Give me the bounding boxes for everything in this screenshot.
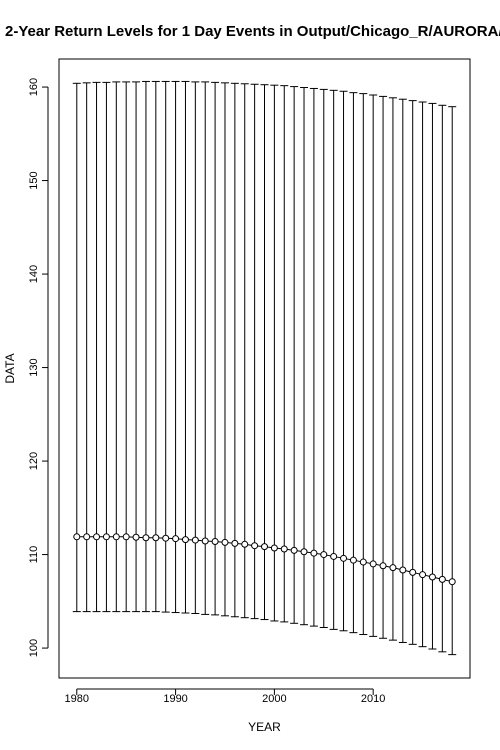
data-point [330, 552, 338, 560]
data-point [438, 575, 446, 583]
data-point [310, 549, 318, 557]
y-tick-label: 130 [28, 358, 40, 376]
x-tick-label: 1990 [163, 693, 187, 705]
data-point [448, 578, 456, 586]
series-marks [72, 80, 457, 656]
data-point [409, 568, 417, 576]
y-axis-label: DATA [3, 353, 17, 383]
data-point [181, 536, 189, 544]
y-axis: 100 110 120 130 140 150 160 [28, 78, 49, 657]
chart-title: 2-Year Return Levels for 1 Day Events in… [5, 23, 500, 40]
data-point [280, 545, 288, 553]
data-point [270, 544, 278, 552]
data-point [102, 533, 110, 541]
data-point [162, 534, 170, 542]
data-point [152, 534, 160, 542]
data-point [379, 562, 387, 570]
data-point [320, 551, 328, 559]
data-point [112, 533, 120, 541]
plot-frame [58, 58, 471, 679]
data-point [369, 560, 377, 568]
data-point [419, 571, 427, 579]
y-tick-label: 140 [28, 265, 40, 283]
data-point [211, 537, 219, 545]
x-tick-label: 2000 [262, 693, 286, 705]
data-point [300, 548, 308, 556]
x-axis-label: YEAR [248, 720, 281, 734]
data-point [251, 542, 259, 550]
data-point [241, 540, 249, 548]
data-point [290, 546, 298, 554]
data-point [340, 554, 348, 562]
x-axis: 1980 1990 2000 2010 [65, 688, 385, 705]
y-tick-label: 150 [28, 171, 40, 189]
data-point [83, 533, 91, 541]
y-tick-label: 100 [28, 639, 40, 657]
data-point [191, 536, 199, 544]
data-point [221, 538, 229, 546]
y-tick-label: 110 [28, 546, 40, 564]
data-point [132, 533, 140, 541]
data-point [389, 564, 397, 572]
data-point [93, 533, 101, 541]
data-point [122, 533, 130, 541]
data-point [359, 558, 367, 566]
data-point [201, 537, 209, 545]
y-tick-label: 160 [28, 78, 40, 96]
y-tick-label: 120 [28, 452, 40, 470]
data-point [231, 539, 239, 547]
data-point [261, 543, 268, 551]
x-tick-label: 1980 [65, 693, 89, 705]
data-point [428, 573, 436, 581]
x-tick-label: 2010 [361, 693, 385, 705]
data-point [142, 534, 150, 542]
data-point [172, 535, 180, 543]
data-point [399, 566, 407, 574]
data-point [349, 556, 357, 564]
data-point [73, 533, 81, 541]
